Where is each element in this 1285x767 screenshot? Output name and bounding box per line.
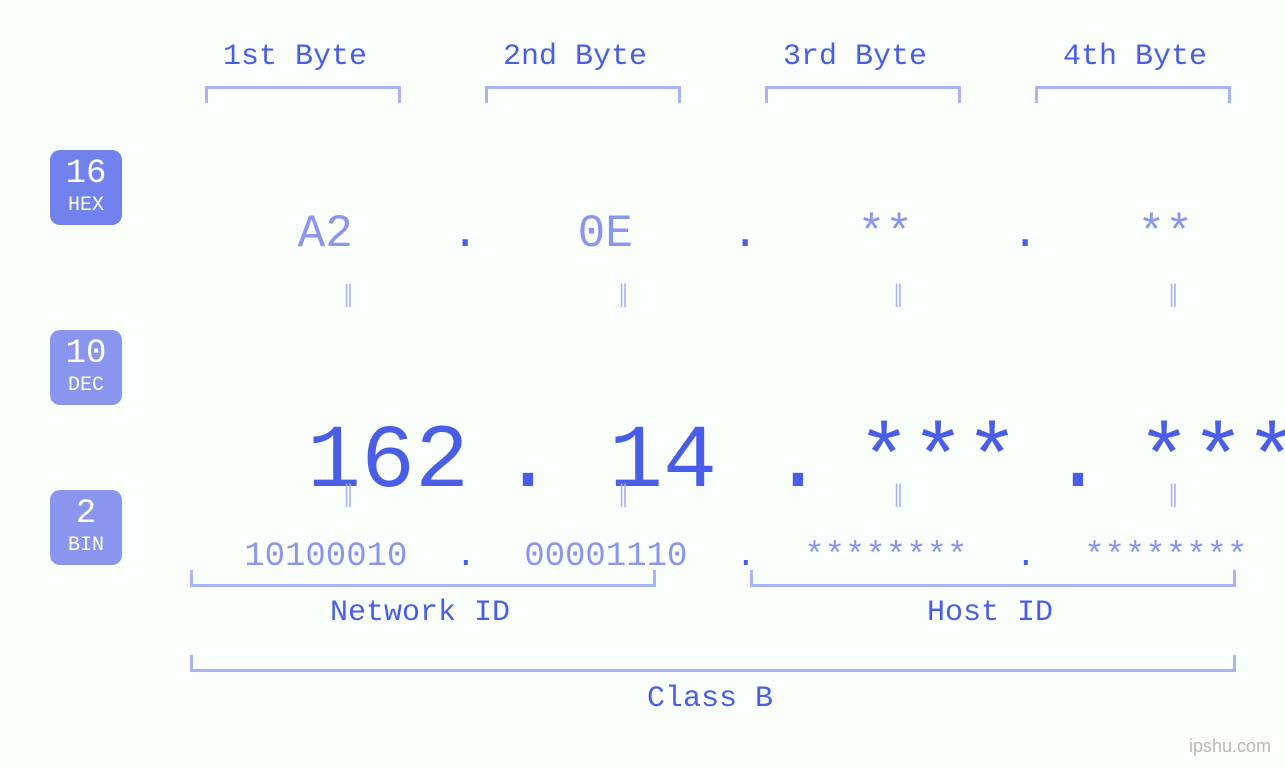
bracket-host-id: [750, 570, 1236, 587]
watermark: ipshu.com: [1189, 736, 1271, 757]
badge-hex-num: 16: [50, 156, 122, 193]
bracket-byte-1: [205, 86, 401, 103]
byte-header-2: 2nd Byte: [460, 40, 690, 74]
label-network-id: Network ID: [190, 596, 650, 630]
bracket-byte-2: [485, 86, 681, 103]
label-class: Class B: [190, 682, 1230, 716]
byte-header-1: 1st Byte: [180, 40, 410, 74]
badge-dec-num: 10: [50, 336, 122, 373]
byte-header-3: 3rd Byte: [740, 40, 970, 74]
bracket-byte-3: [765, 86, 961, 103]
badge-dec-label: DEC: [50, 375, 122, 397]
badge-bin: 2 BIN: [50, 490, 122, 565]
badge-hex-label: HEX: [50, 195, 122, 217]
bracket-network-id: [190, 570, 656, 587]
badge-hex: 16 HEX: [50, 150, 122, 225]
bin-row: 10100010.00001110.********.********: [170, 500, 1270, 576]
bracket-byte-4: [1035, 86, 1231, 103]
badge-bin-num: 2: [50, 496, 122, 533]
badge-bin-label: BIN: [50, 535, 122, 557]
bracket-class: [190, 655, 1236, 672]
label-host-id: Host ID: [750, 596, 1230, 630]
equals-row-1: ‖‖‖‖: [170, 240, 1270, 318]
badge-dec: 10 DEC: [50, 330, 122, 405]
byte-header-4: 4th Byte: [1020, 40, 1250, 74]
